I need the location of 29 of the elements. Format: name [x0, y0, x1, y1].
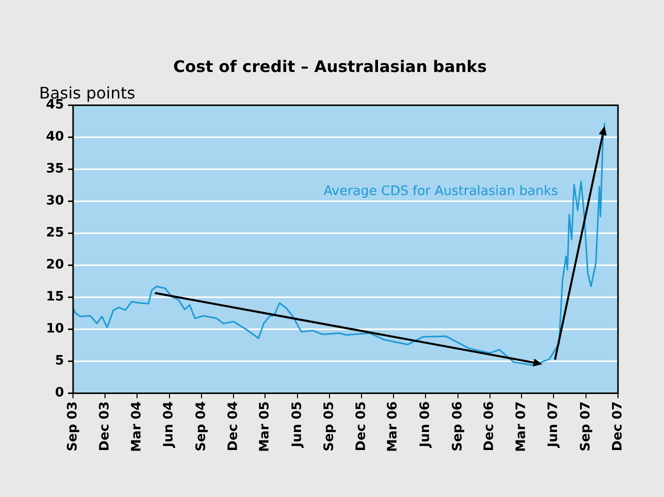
- x-tick-label: Sep 06: [450, 401, 466, 452]
- x-tick-label: Dec 05: [354, 401, 370, 452]
- x-tick-label: Mar 05: [258, 401, 273, 452]
- x-tick-label: Mar 04: [129, 401, 144, 452]
- x-tick-label: Mar 07: [514, 401, 529, 452]
- y-tick-label: 30: [46, 194, 64, 209]
- y-tick-label: 35: [46, 162, 64, 177]
- x-tick-label: Dec 03: [97, 401, 112, 452]
- x-tick-label: Mar 06: [386, 401, 401, 452]
- chart-title: Cost of credit – Australasian banks: [173, 56, 487, 76]
- y-tick-label: 10: [46, 322, 64, 337]
- x-tick-label: Sep 03: [65, 401, 80, 452]
- x-tick-label: Sep 07: [578, 401, 594, 452]
- y-tick-label: 40: [46, 130, 64, 145]
- x-tick-label: Sep 04: [194, 401, 209, 452]
- y-tick-label: 5: [55, 354, 64, 369]
- y-tick-label: 0: [55, 386, 64, 401]
- x-tick-label: Dec 04: [226, 401, 241, 452]
- x-tick-label: Sep 05: [322, 401, 338, 452]
- x-tick-label: Jun 06: [418, 401, 433, 448]
- y-tick-label: 20: [46, 258, 64, 273]
- series-label: Average CDS for Australasian banks: [324, 184, 558, 199]
- y-tick-label: 25: [46, 226, 64, 241]
- x-tick-label: Dec 06: [482, 401, 498, 452]
- y-tick-label: 15: [46, 290, 64, 305]
- x-tick-label: Jun 07: [546, 401, 562, 448]
- x-tick-label: Dec 07: [610, 401, 626, 452]
- x-tick-label: Jun 04: [162, 401, 177, 448]
- x-tick-label: Jun 05: [290, 401, 305, 448]
